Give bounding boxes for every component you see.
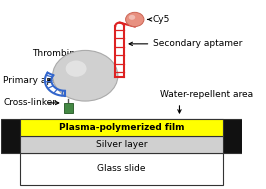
Text: Silver layer: Silver layer <box>96 140 147 149</box>
Text: Water-repellent area: Water-repellent area <box>160 90 253 99</box>
Text: Secondary aptamer: Secondary aptamer <box>153 39 242 48</box>
Circle shape <box>126 12 144 27</box>
Bar <box>64 103 73 113</box>
Circle shape <box>129 15 135 20</box>
Text: Cross-linker: Cross-linker <box>3 98 56 107</box>
Text: Primary aptamer: Primary aptamer <box>3 76 80 85</box>
Text: Glass slide: Glass slide <box>97 164 146 173</box>
Bar <box>20 153 223 184</box>
Bar <box>20 136 223 153</box>
Circle shape <box>66 60 86 77</box>
Bar <box>20 119 223 136</box>
Text: Plasma-polymerized film: Plasma-polymerized film <box>59 123 184 132</box>
Text: Cy5: Cy5 <box>153 15 170 24</box>
Bar <box>1 119 242 153</box>
Circle shape <box>53 50 118 101</box>
Text: Thrombin: Thrombin <box>32 49 75 58</box>
